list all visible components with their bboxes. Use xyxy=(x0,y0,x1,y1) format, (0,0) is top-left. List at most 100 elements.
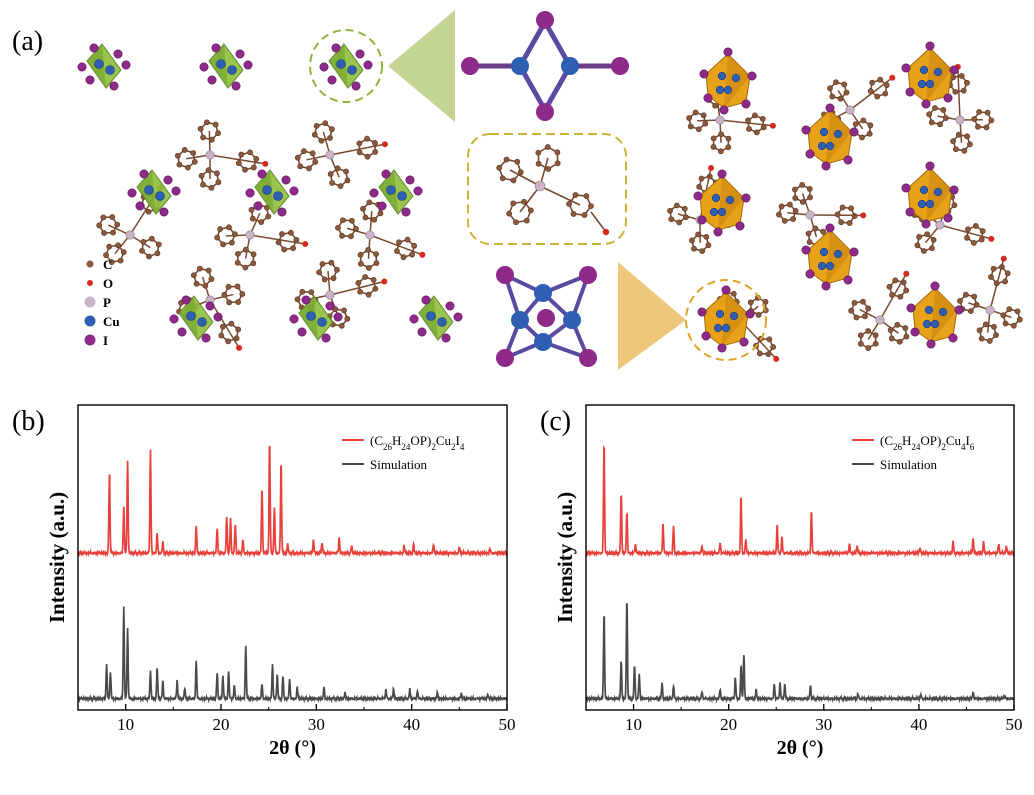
carbon-atom xyxy=(191,273,196,278)
carbon-atom xyxy=(323,121,328,126)
carbon-atom xyxy=(410,252,415,257)
carbon-atom xyxy=(521,199,526,204)
oxygen-atom xyxy=(773,356,779,362)
carbon-atom xyxy=(915,243,920,248)
copper-atom xyxy=(926,80,934,88)
carbon-atom xyxy=(335,225,340,230)
cation-fragment xyxy=(497,144,610,235)
carbon-atom xyxy=(349,218,354,223)
carbon-atom xyxy=(363,215,368,220)
copper-atom xyxy=(187,312,196,321)
phosphorus-atom xyxy=(936,221,944,229)
copper-atom xyxy=(918,200,926,208)
copper-atom xyxy=(318,318,327,327)
copper-atom xyxy=(307,312,316,321)
carbon-atom xyxy=(236,299,241,304)
carbon-atom xyxy=(889,336,894,341)
copper-atom xyxy=(722,324,730,332)
carbon-atom xyxy=(317,270,322,275)
carbon-atom xyxy=(141,239,146,244)
carbon-atom xyxy=(866,306,871,311)
carbon-atom xyxy=(956,132,961,137)
carbon-atom xyxy=(405,237,410,242)
carbon-atom xyxy=(821,229,826,234)
carbon-atom xyxy=(700,248,705,253)
iodine-atom xyxy=(422,296,430,304)
iodine-atom xyxy=(826,104,834,112)
oxygen-atom xyxy=(419,252,425,258)
copper-atom xyxy=(217,60,226,69)
carbon-atom xyxy=(177,162,182,167)
iodine-atom xyxy=(206,302,214,310)
carbon-atom xyxy=(867,131,872,136)
iodine-atom xyxy=(182,296,190,304)
carbon-atom xyxy=(711,136,716,141)
carbon-atom xyxy=(859,135,864,140)
copper-atom xyxy=(716,86,724,94)
carbon-atom xyxy=(584,193,589,198)
carbon-atom xyxy=(345,316,350,321)
carbon-atom xyxy=(771,344,776,349)
carbon-atom xyxy=(357,150,362,155)
iodine-atom xyxy=(136,202,144,210)
carbon-atom xyxy=(697,184,702,189)
iodine-atom xyxy=(332,44,340,52)
carbon-atom xyxy=(1005,271,1010,276)
iodine-atom xyxy=(244,61,252,69)
carbon-atom xyxy=(366,292,371,297)
carbon-atom xyxy=(800,199,805,204)
carbon-atom xyxy=(571,211,576,216)
iodine-atom xyxy=(140,170,148,178)
carbon-atom xyxy=(218,226,223,231)
cu4i6-polyhedron xyxy=(902,162,958,228)
iodine-atom xyxy=(718,170,726,178)
carbon-atom xyxy=(959,73,964,78)
carbon-atom xyxy=(1003,321,1008,326)
carbon-atom xyxy=(844,90,849,95)
carbon-atom xyxy=(687,115,692,120)
carbon-atom xyxy=(719,132,724,137)
iodine-atom xyxy=(254,202,262,210)
copper-atom xyxy=(920,66,928,74)
iodine-atom xyxy=(926,42,934,50)
legend-label-o: O xyxy=(103,276,113,291)
carbon-atom xyxy=(973,223,978,228)
carbon-atom xyxy=(213,122,218,127)
legend-label-c: C xyxy=(103,257,112,272)
carbon-atom xyxy=(895,322,900,327)
carbon-atom xyxy=(760,116,765,121)
carbon-atom xyxy=(782,218,787,223)
carbon-atom xyxy=(546,166,551,171)
carbon-atom xyxy=(220,324,225,329)
series-line-simulation xyxy=(586,603,1014,700)
carbon-atom xyxy=(222,292,227,297)
iodine-atom xyxy=(950,186,958,194)
carbon-atom xyxy=(235,284,240,289)
copper-atom xyxy=(534,333,552,351)
phosphorus-atom xyxy=(846,106,854,114)
carbon-atom xyxy=(925,232,930,237)
carbon-atom xyxy=(497,165,502,170)
carbon-atom xyxy=(696,127,701,132)
carbon-atom xyxy=(873,333,878,338)
carbon-atom xyxy=(806,231,811,236)
carbon-atom xyxy=(235,251,240,256)
iodine-atom xyxy=(128,189,136,197)
carbon-atom xyxy=(677,220,682,225)
iodine-atom xyxy=(164,176,172,184)
carbon-atom xyxy=(331,276,336,281)
carbon-atom xyxy=(840,205,845,210)
phosphorus-atom xyxy=(326,291,334,299)
carbon-atom xyxy=(146,209,151,214)
copper-atom xyxy=(145,186,154,195)
iodine-atom xyxy=(282,176,290,184)
iodine-atom xyxy=(496,266,514,284)
carbon-atom xyxy=(373,149,378,154)
carbon-atom xyxy=(757,351,762,356)
iodine-atom xyxy=(950,66,958,74)
carbon-atom xyxy=(254,156,259,161)
oxygen-atom xyxy=(1001,256,1007,262)
carbon-atom xyxy=(838,96,843,101)
carbon-atom xyxy=(582,212,587,217)
carbon-atom xyxy=(793,208,798,213)
